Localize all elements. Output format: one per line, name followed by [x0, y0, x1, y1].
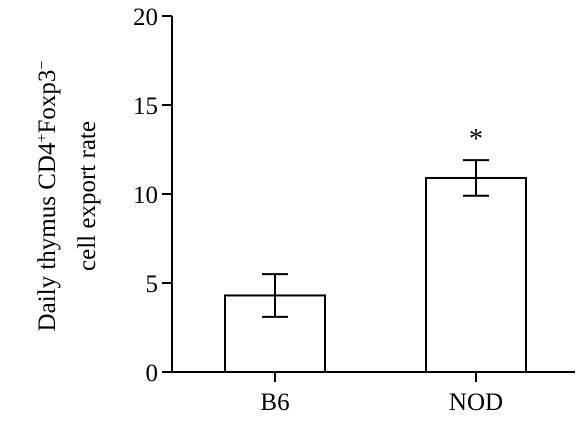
y-axis-label-mid: Foxp3 [34, 70, 61, 134]
x-tick-label: NOD [449, 389, 503, 416]
y-tick-label: 15 [133, 93, 158, 120]
x-tick-label: B6 [260, 389, 289, 416]
y-tick-label: 20 [133, 4, 158, 31]
y-axis-label-main: Daily thymus CD4 [34, 142, 61, 331]
bar-nod [425, 176, 527, 373]
y-tick-label: 10 [133, 182, 158, 209]
y-axis-label: Daily thymus CD4+Foxp3− cell export rate [34, 61, 102, 332]
y-axis-label-line2: cell export rate [74, 121, 101, 271]
bars: * [224, 124, 527, 373]
y-axis-label-line1: Daily thymus CD4+Foxp3− [34, 61, 62, 332]
significance-marker: * [469, 124, 483, 155]
y-tick-label: 0 [146, 360, 159, 387]
axes: 0 5 10 15 20 B6 NOD [133, 4, 575, 416]
y-axis-label-sup1: + [34, 134, 51, 143]
y-tick-label: 5 [146, 271, 159, 298]
y-axis-label-sup2: − [34, 61, 51, 70]
